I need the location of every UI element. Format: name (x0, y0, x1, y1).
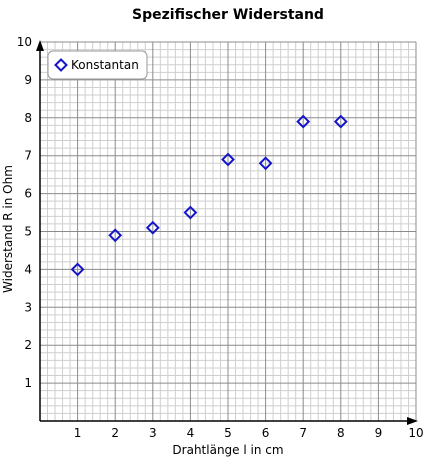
legend: Konstantan (48, 51, 147, 79)
x-tick-label: 1 (74, 426, 82, 440)
y-tick-label: 10 (17, 35, 32, 49)
x-axis-label: Drahtlänge l in cm (172, 443, 283, 457)
x-tick-label: 3 (149, 426, 157, 440)
y-tick-label: 5 (24, 225, 32, 239)
y-tick-label: 7 (24, 149, 32, 163)
x-tick-label: 5 (224, 426, 232, 440)
x-tick-label: 7 (299, 426, 307, 440)
y-tick-label: 8 (24, 111, 32, 125)
y-axis-label: Widerstand R in Ohm (1, 165, 15, 293)
y-tick-label: 4 (24, 262, 32, 276)
chart-title: Spezifischer Widerstand (132, 7, 324, 23)
x-tick-label: 4 (187, 426, 195, 440)
y-tick-label: 2 (24, 338, 32, 352)
x-tick-label: 10 (408, 426, 423, 440)
y-tick-label: 9 (24, 73, 32, 87)
x-tick-label: 2 (111, 426, 119, 440)
legend-label-konstantan: Konstantan (71, 58, 139, 72)
x-tick-label: 8 (337, 426, 345, 440)
y-tick-label: 6 (24, 187, 32, 201)
y-tick-label: 1 (24, 376, 32, 390)
x-tick-label: 6 (262, 426, 270, 440)
x-tick-label: 9 (375, 426, 383, 440)
y-tick-label: 3 (24, 300, 32, 314)
